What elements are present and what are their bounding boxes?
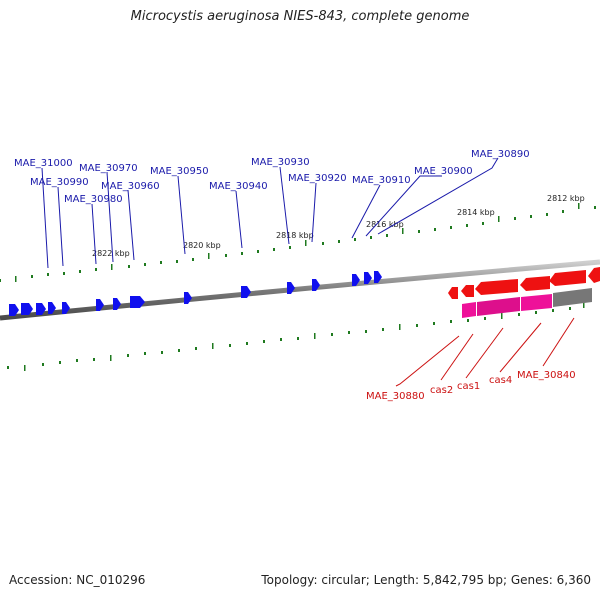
kbp-label: 2820 kbp [183,241,221,250]
forward-gene-label[interactable]: MAE_30910 [352,175,411,186]
reverse-leader-line [440,333,474,381]
forward-gene[interactable] [287,282,295,294]
forward-gene[interactable] [130,296,145,308]
reverse-gene[interactable] [549,270,586,286]
forward-leader-line [365,175,442,237]
inner-tick-row [7,302,585,371]
forward-leader-line [91,203,97,265]
forward-gene[interactable] [48,302,56,314]
forward-gene-label[interactable]: MAE_30990 [30,177,89,188]
forward-gene[interactable] [96,299,104,311]
reverse-gene[interactable] [520,276,550,291]
forward-gene[interactable] [36,303,46,315]
forward-leader-line [351,184,381,239]
forward-leader-line [57,186,64,267]
forward-gene[interactable] [9,304,19,316]
forward-gene[interactable] [364,272,372,284]
reverse-gene[interactable] [588,267,600,283]
forward-gene-label[interactable]: MAE_30940 [209,181,268,192]
forward-leader-line [106,171,114,263]
other-gene[interactable] [553,288,592,307]
forward-gene[interactable] [241,286,251,298]
kbp-label: 2814 kbp [457,208,495,217]
forward-gene-label[interactable]: MAE_30920 [288,173,347,184]
forward-leader-lines [41,157,499,269]
forward-leader-line [127,189,135,261]
forward-leader-line [377,157,499,235]
forward-strand-genes [9,271,382,316]
reverse-gene[interactable] [448,287,458,299]
forward-gene-label[interactable]: MAE_30890 [471,149,530,160]
reverse-leader-line [499,322,542,373]
kbp-label: 2818 kbp [276,231,314,240]
forward-leader-line [41,167,49,269]
reverse-gene-label[interactable]: MAE_30880 [366,391,425,402]
forward-gene[interactable] [21,303,33,315]
forward-leader-line [311,182,317,243]
kbp-label: 2816 kbp [366,220,404,229]
reverse-leader-line [542,317,575,367]
accession-text: Accession: NC_010296 [9,573,146,587]
forward-gene[interactable] [62,302,70,314]
cas-gene-band [462,288,592,318]
reverse-leader-line [395,335,460,387]
cas-gene[interactable] [477,297,520,316]
forward-gene[interactable] [184,292,192,304]
kbp-label: 2812 kbp [547,194,585,203]
forward-gene-label[interactable]: MAE_30960 [101,181,160,192]
forward-gene[interactable] [352,274,360,286]
forward-gene-label[interactable]: MAE_30900 [414,166,473,177]
reverse-gene-label[interactable]: cas2 [430,385,453,396]
reverse-gene-label[interactable]: cas1 [457,381,480,392]
reverse-gene[interactable] [475,279,518,295]
topology-text: Topology: circular; Length: 5,842,795 bp… [261,573,591,587]
forward-gene-label[interactable]: MAE_30950 [150,166,209,177]
reverse-leader-line [465,327,504,379]
reverse-gene-label[interactable]: cas4 [489,375,512,386]
forward-gene-label[interactable]: MAE_30930 [251,157,310,168]
cas-gene[interactable] [521,294,552,311]
forward-leader-line [235,190,243,249]
reverse-gene-label[interactable]: MAE_30840 [517,370,576,381]
outer-tick-row [0,203,596,282]
forward-gene[interactable] [312,279,320,291]
kbp-label: 2822 kbp [92,249,130,258]
reverse-gene[interactable] [461,285,474,297]
reverse-strand-genes [448,267,600,299]
forward-gene[interactable] [374,271,382,283]
forward-gene-label[interactable]: MAE_30970 [79,163,138,174]
forward-leader-line [279,166,290,245]
forward-gene[interactable] [113,298,121,310]
reverse-leader-lines [395,317,575,387]
forward-gene-label[interactable]: MAE_30980 [64,194,123,205]
forward-gene-label[interactable]: MAE_31000 [14,158,73,169]
map-title: Microcystis aeruginosa NIES-843, complet… [130,9,470,24]
genome-backbone [0,259,600,321]
cas-gene[interactable] [462,302,476,318]
forward-leader-line [177,175,186,255]
